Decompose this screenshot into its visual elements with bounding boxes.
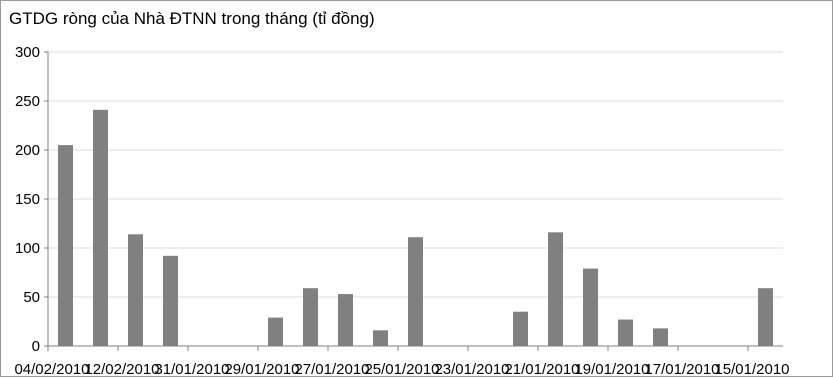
- bar: [653, 328, 668, 346]
- bar: [128, 234, 143, 346]
- y-tick-label: 100: [15, 240, 40, 257]
- x-tick-label: 21/01/2010: [504, 361, 579, 378]
- bar: [163, 255, 178, 346]
- bars: [58, 109, 773, 346]
- bar: [513, 311, 528, 346]
- bar: [93, 109, 108, 346]
- y-tick-label: 300: [15, 44, 40, 61]
- x-tick-label: 29/01/2010: [224, 361, 299, 378]
- bar: [583, 268, 598, 346]
- bar: [618, 319, 633, 346]
- x-tick-label: 12/02/2010: [84, 361, 159, 378]
- bar: [268, 317, 283, 346]
- bar: [408, 237, 423, 346]
- y-axis-ticks: 0 50 100 150 200 250 300: [15, 44, 40, 355]
- x-tick-label: 19/01/2010: [574, 361, 649, 378]
- bar: [548, 232, 563, 346]
- x-tick-label: 23/01/2010: [434, 361, 509, 378]
- x-tick-label: 17/01/2010: [644, 361, 719, 378]
- y-tick-label: 150: [15, 191, 40, 208]
- x-tick-label: 04/02/2010: [14, 361, 89, 378]
- x-tick-label: 15/01/2010: [714, 361, 789, 378]
- bar: [58, 145, 73, 346]
- x-tick-label: 25/01/2010: [364, 361, 439, 378]
- x-tick-label: 31/01/2010: [154, 361, 229, 378]
- bar: [758, 288, 773, 346]
- chart-title: GTDG ròng của Nhà ĐTNN trong tháng (tỉ đ…: [9, 9, 375, 28]
- y-tick-label: 0: [32, 338, 40, 355]
- x-axis-ticks: 04/02/201012/02/201031/01/201029/01/2010…: [14, 361, 789, 378]
- y-tick-label: 50: [23, 289, 40, 306]
- bar: [373, 330, 388, 346]
- x-tick-label: 27/01/2010: [294, 361, 369, 378]
- y-tick-label: 200: [15, 142, 40, 159]
- y-tick-label: 250: [15, 93, 40, 110]
- bar: [303, 288, 318, 346]
- bar: [338, 294, 353, 346]
